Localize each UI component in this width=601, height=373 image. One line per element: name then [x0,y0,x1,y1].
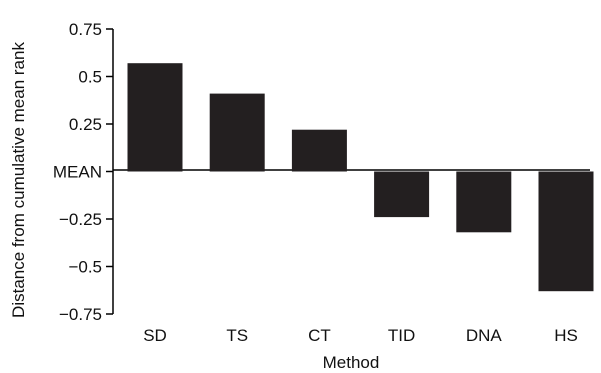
x-tick-label: TS [226,326,248,345]
y-ticks: 0.75 0.5 0.25 MEAN −0.25 −0.5 −0.75 [53,20,113,324]
bar-ts [209,93,265,172]
y-tick-label: 0.25 [69,115,102,134]
x-tick-label: TID [388,326,415,345]
plot-area: 0.75 0.5 0.25 MEAN −0.25 −0.5 −0.75 SD TS CT TID D… [53,20,594,345]
x-tick-label: SD [143,326,167,345]
x-tick-label: CT [308,326,331,345]
y-tick-label: −0.5 [68,258,102,277]
x-tick-label: HS [554,326,578,345]
bar-dna [456,171,512,233]
y-tick-label: MEAN [53,163,102,182]
y-tick-label: −0.25 [59,210,102,229]
y-tick-label: −0.75 [59,305,102,324]
bar-tid [374,171,430,218]
bar-sd [127,63,183,172]
bars [127,63,594,292]
y-tick-label: 0.75 [69,20,102,39]
bar-ct [291,129,347,172]
x-tick-labels: SD TS CT TID DNA HS [143,326,578,345]
x-tick-label: DNA [466,326,503,345]
bar-hs [538,171,594,292]
x-axis-title: Method [323,353,380,372]
y-axis-title: Distance from cumulative mean rank [9,42,28,318]
y-tick-label: 0.5 [78,68,102,87]
